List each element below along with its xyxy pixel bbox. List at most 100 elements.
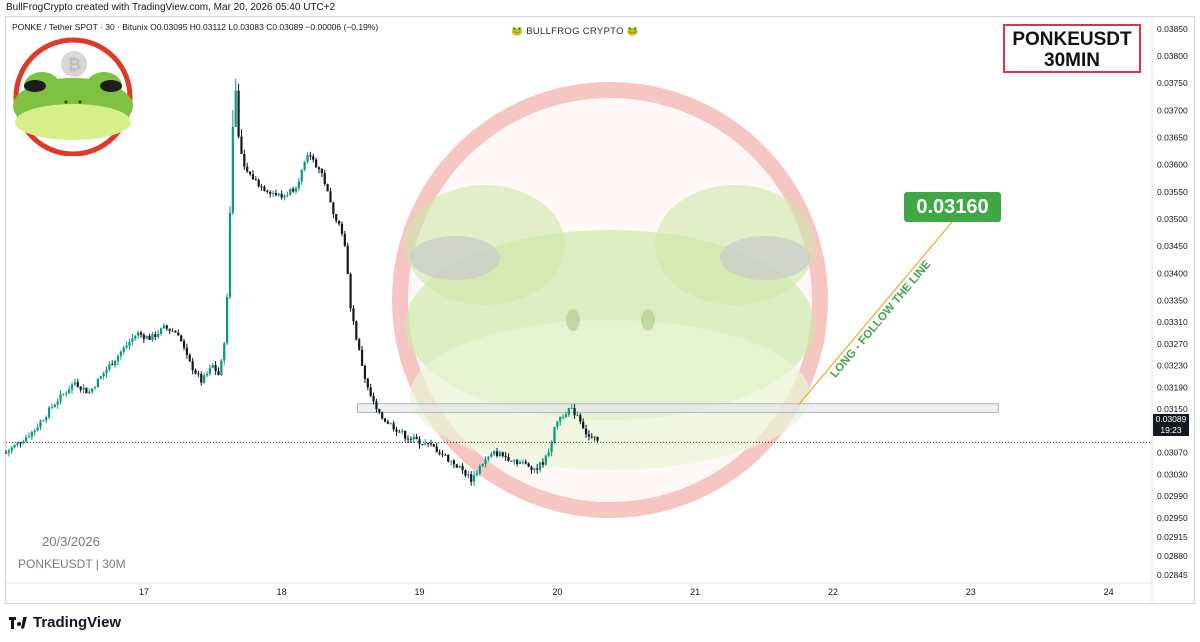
candle-body xyxy=(122,347,125,352)
candle-body xyxy=(286,194,289,196)
candle xyxy=(401,428,404,435)
candle-body xyxy=(501,452,504,456)
candle xyxy=(409,436,412,443)
candle xyxy=(10,445,13,455)
footer-bar xyxy=(0,604,1200,642)
price-chart[interactable]: 0.02845 0.02880 0.02915 0.02950 0.02990 0.030… xyxy=(0,0,1200,604)
candle-body xyxy=(504,455,507,457)
candle-body xyxy=(590,436,593,438)
y-tick-label: 0.02950 xyxy=(1157,513,1188,523)
candle-body xyxy=(312,156,315,160)
time-axis[interactable]: 17 18 19 20 21 22 23 24 xyxy=(5,582,1152,597)
candle-body xyxy=(226,296,229,344)
candle xyxy=(455,463,458,468)
candle xyxy=(487,456,490,462)
candle xyxy=(527,462,530,468)
candle xyxy=(524,459,527,465)
candle-body xyxy=(309,155,312,157)
candle-body xyxy=(33,430,36,432)
candle-body xyxy=(47,407,51,418)
candle xyxy=(504,451,507,461)
watermark-right-eye xyxy=(720,236,810,280)
candle xyxy=(119,350,122,360)
candle xyxy=(91,388,94,394)
candle xyxy=(533,467,536,474)
y-tick-label: 0.02990 xyxy=(1157,491,1188,501)
x-tick-label: 21 xyxy=(690,587,700,597)
candle xyxy=(177,329,180,336)
candle xyxy=(438,449,441,456)
candle xyxy=(254,176,257,181)
y-tick-label: 0.03190 xyxy=(1157,382,1188,392)
candle xyxy=(50,403,54,410)
candle-body xyxy=(524,461,527,464)
trend-label: LONG - FOLLOW THE LINE xyxy=(829,258,934,380)
x-tick-label: 20 xyxy=(552,587,562,597)
candle xyxy=(467,470,470,479)
tradingview-logo[interactable]: TradingView xyxy=(9,614,121,631)
symbol-stamp-text: PONKEUSDT | 30M xyxy=(18,557,126,571)
resistance-zone[interactable] xyxy=(356,403,999,413)
candle-body xyxy=(375,401,378,410)
candle xyxy=(68,385,71,395)
watermark-left-eye xyxy=(410,236,500,280)
y-tick-label: 0.03850 xyxy=(1157,24,1188,34)
candle-body xyxy=(220,360,223,376)
candle xyxy=(315,157,318,168)
candle-body xyxy=(392,423,395,430)
candle xyxy=(47,406,51,420)
candle-body xyxy=(231,126,234,213)
candle xyxy=(579,413,582,425)
candle xyxy=(363,364,367,384)
candle xyxy=(547,448,550,458)
candle-body xyxy=(369,387,372,396)
candle xyxy=(162,323,166,329)
resistance-zone-box[interactable] xyxy=(356,403,999,413)
candle-body xyxy=(13,444,16,448)
brand-watermark-text: 🐸 BULLFROG CRYPTO 🐸 xyxy=(0,26,1150,37)
candle-body xyxy=(42,420,45,422)
candle xyxy=(507,453,510,462)
last-price-tag: 0.03089 19:23 xyxy=(1153,414,1189,436)
watermark-left-nostril xyxy=(566,309,580,331)
candle-body xyxy=(587,434,591,437)
candle-body xyxy=(159,328,163,334)
candle-body xyxy=(516,460,519,464)
candle xyxy=(559,416,562,426)
pair-title-box: PONKEUSDT 30MIN xyxy=(1003,24,1141,73)
candle-body xyxy=(128,341,131,346)
attribution-bar: BullFrogCrypto created with TradingView.… xyxy=(0,0,1200,16)
candle xyxy=(131,333,134,346)
candle xyxy=(151,331,154,342)
candle-body xyxy=(441,454,444,455)
candle-body xyxy=(240,136,243,155)
legend-text: PONKE / Tether SPOT · 30 · Bitunix O0.03… xyxy=(12,22,379,32)
frog-logo: ₿ xyxy=(13,37,133,156)
candle xyxy=(441,450,444,458)
candle-body xyxy=(45,417,48,421)
candle xyxy=(185,343,189,359)
candle xyxy=(240,129,243,155)
candle-body xyxy=(234,90,237,127)
candle xyxy=(116,354,120,365)
candle-body xyxy=(53,404,56,408)
candle xyxy=(27,432,31,439)
y-tick-label: 0.03150 xyxy=(1157,404,1188,414)
candle-body xyxy=(136,332,140,336)
candle-body xyxy=(303,161,306,170)
candle-body xyxy=(570,408,573,409)
chart-panel[interactable] xyxy=(5,16,1195,604)
candle-body xyxy=(88,391,91,394)
target-price-text: 0.03160 xyxy=(916,196,989,218)
candle xyxy=(263,185,266,192)
candle xyxy=(501,451,504,458)
candle-body xyxy=(461,465,464,471)
y-tick-label: 0.03230 xyxy=(1157,361,1188,371)
candle xyxy=(7,448,10,457)
candle xyxy=(108,361,111,372)
candle xyxy=(418,436,421,449)
candle-body xyxy=(22,441,25,444)
candle-body xyxy=(116,355,120,361)
price-axis[interactable]: 0.02845 0.02880 0.02915 0.02950 0.02990 0.030… xyxy=(1151,16,1188,604)
x-tick-label: 17 xyxy=(139,587,149,597)
